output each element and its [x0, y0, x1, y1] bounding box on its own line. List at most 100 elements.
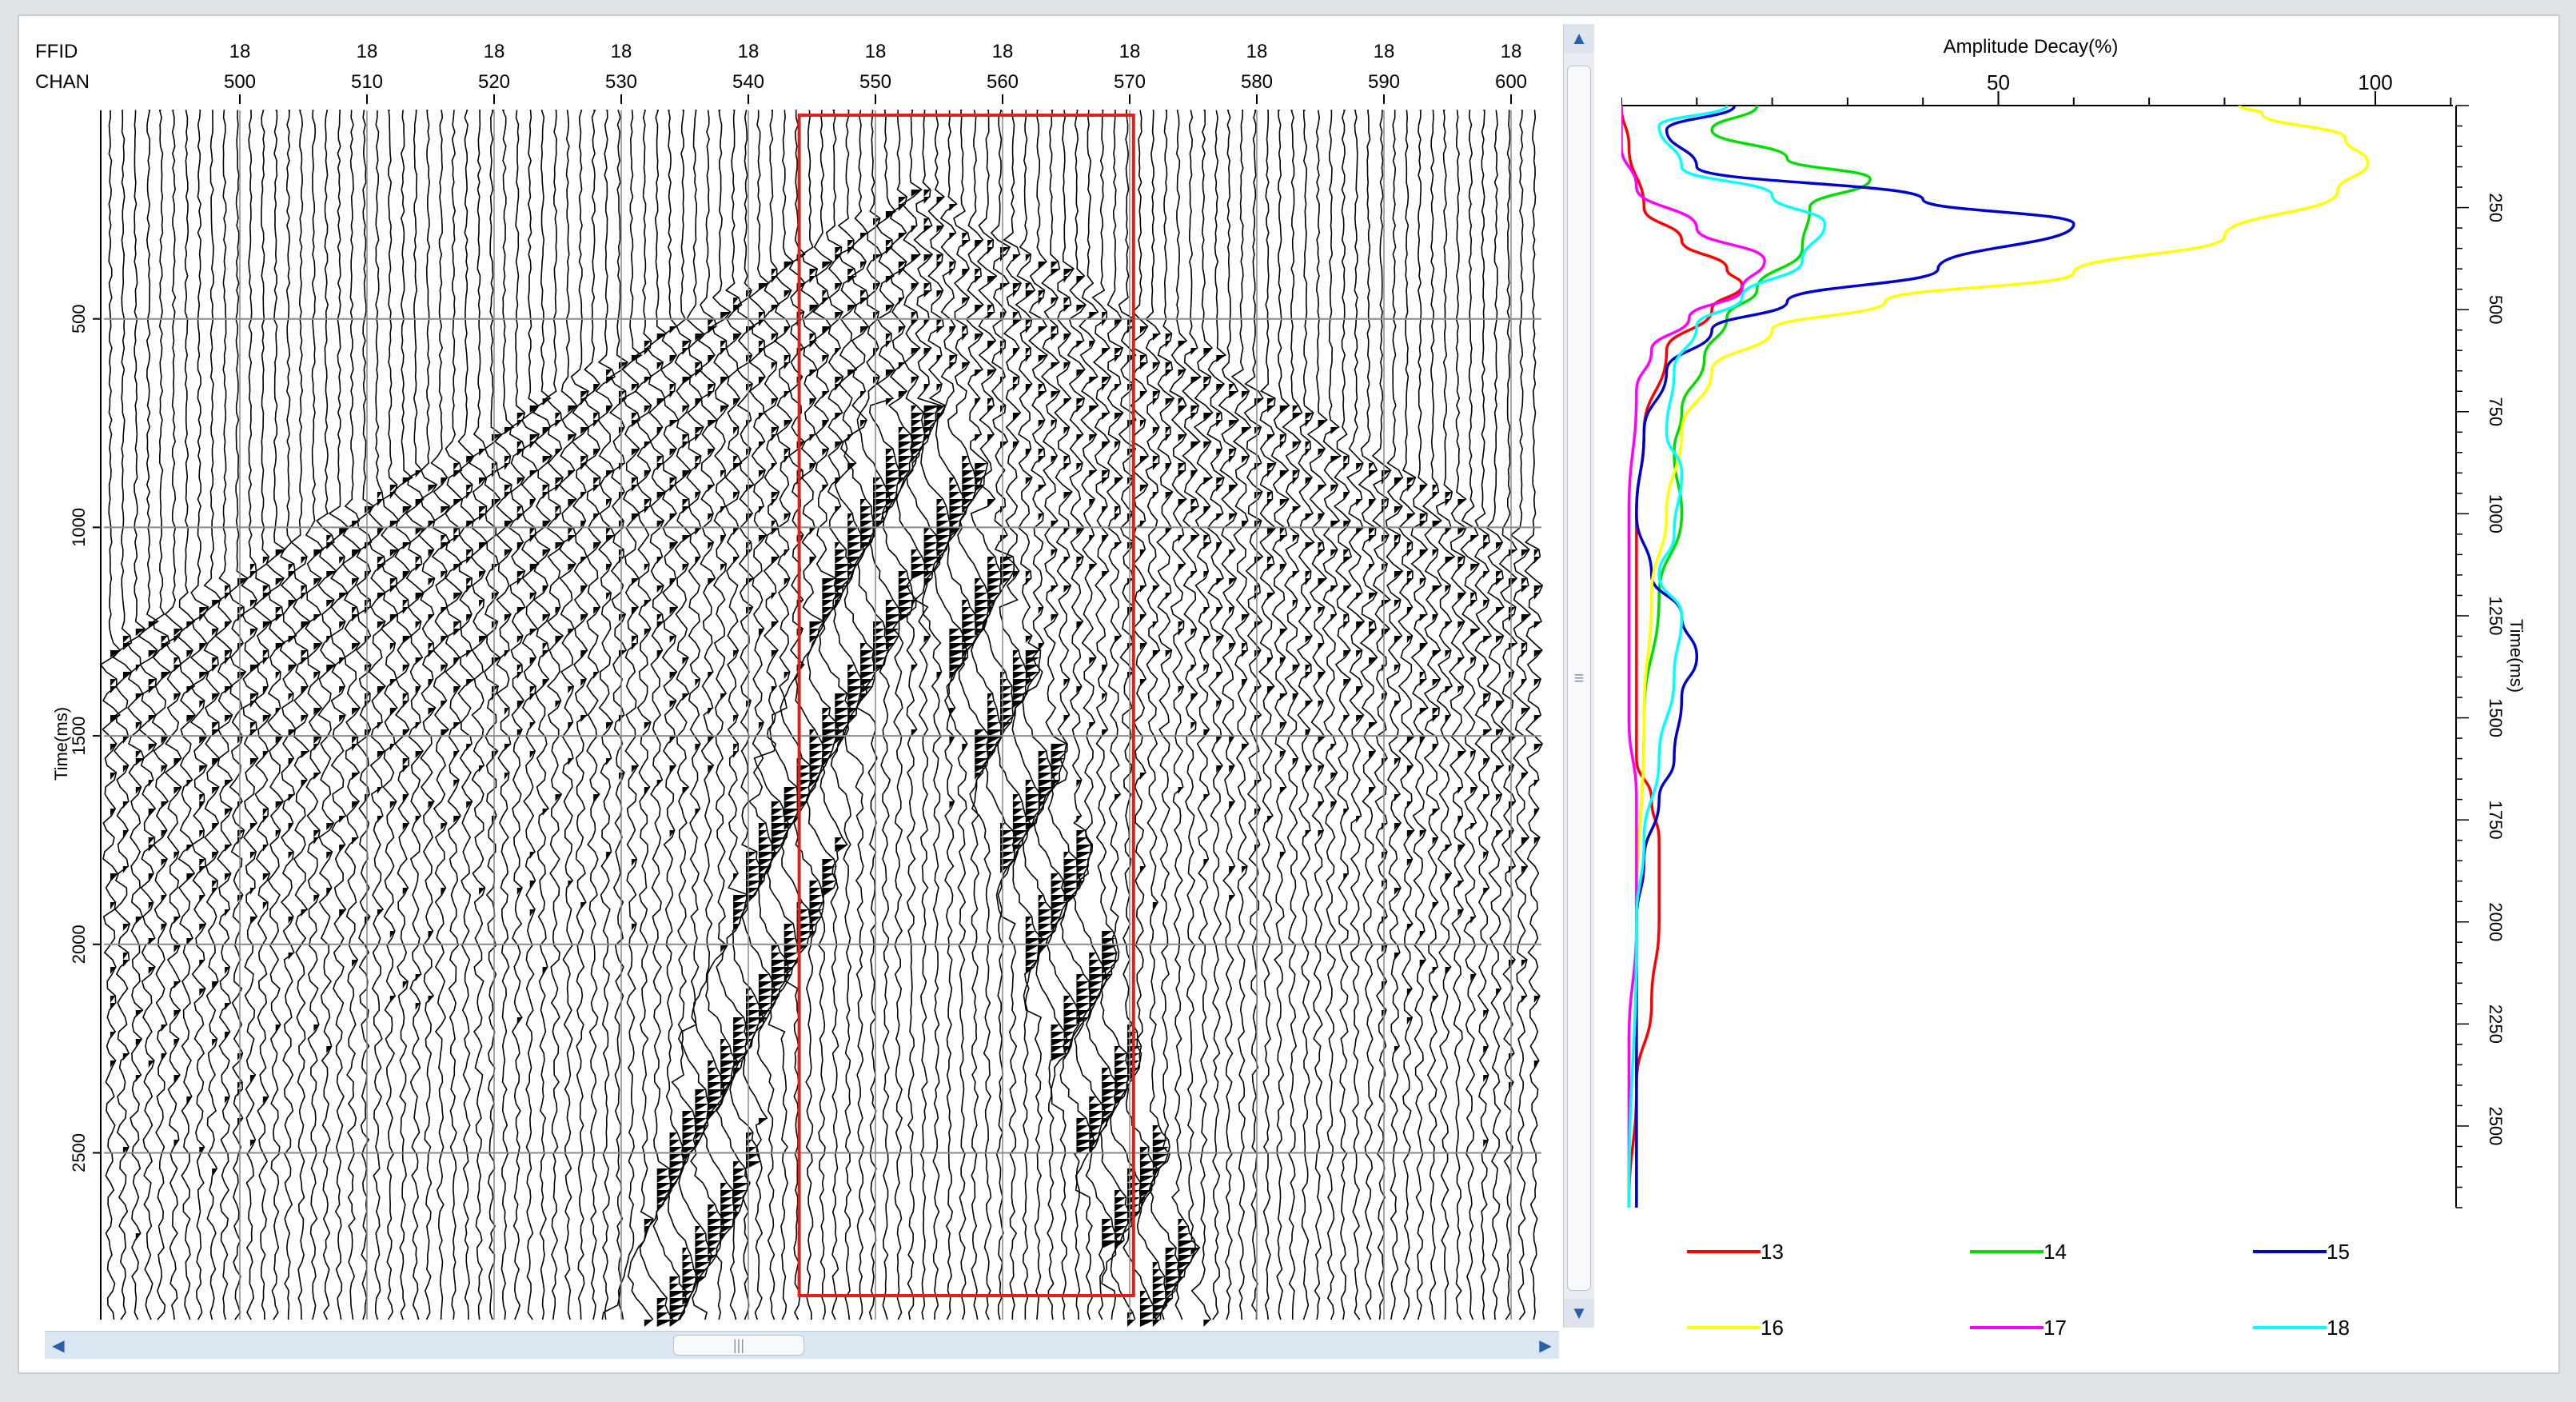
seismic-trace-fill — [1533, 549, 1543, 1068]
seismic-trace — [469, 110, 488, 1320]
seismic-trace — [767, 110, 801, 1320]
seismic-trace-fill — [898, 197, 914, 621]
seismic-trace-fill — [199, 607, 209, 1154]
seismic-trace — [520, 110, 540, 1320]
seismic-trace — [806, 110, 839, 1320]
seismic-trace — [1333, 110, 1353, 1320]
seismic-trace-fill — [504, 427, 514, 780]
seismic-trace — [1346, 110, 1366, 1320]
ffid-tick-label: 18 — [1246, 41, 1268, 62]
seismic-trace-fill — [1457, 499, 1466, 917]
seismic-trace-fill — [682, 341, 698, 1305]
seismic-trace — [241, 110, 261, 1320]
seismic-trace — [1110, 110, 1142, 1320]
seismic-trace — [405, 110, 425, 1320]
seismic-trace-fill — [962, 233, 978, 751]
seismic-trace — [1243, 110, 1264, 1320]
seismic-trace — [668, 110, 699, 1320]
seismic-trace-fill — [1115, 319, 1132, 1248]
seismic-trace-fill — [1509, 549, 1517, 1089]
seismic-trace — [1190, 110, 1214, 1320]
seismic-trace-fill — [1394, 477, 1403, 1053]
seismic-trace-fill — [1254, 398, 1263, 852]
ffid-tick-label: 18 — [357, 41, 378, 62]
seismic-trace-fill — [631, 355, 641, 931]
seismic-trace-fill — [466, 456, 475, 809]
seismic-trace-fill — [402, 477, 413, 989]
seismic-trace-fill — [1406, 477, 1416, 1025]
amplitude-decay-chart: Amplitude Decay(%) 50 100 250 500 750 1000 12… — [1620, 36, 2526, 1340]
seismic-trace — [1011, 110, 1043, 1320]
scroll-right-icon[interactable]: ▶ — [1539, 1336, 1552, 1355]
legend-label-15: 15 — [2327, 1240, 2350, 1264]
seismic-trace — [1322, 110, 1342, 1320]
seismic-trace-fill — [1279, 405, 1290, 859]
seismic-trace-fill — [1012, 254, 1031, 852]
seismic-trace-fill — [555, 413, 564, 801]
seismic-trace-fill — [568, 405, 577, 888]
chan-tick-label: 570 — [1114, 71, 1146, 93]
vertical-scrollbar[interactable]: ▲ ≡ ▼ — [1563, 24, 1594, 1328]
chan-tick-label: 540 — [732, 71, 764, 93]
seismic-trace — [1371, 110, 1392, 1320]
seismic-trace-fill — [1343, 456, 1352, 881]
seismic-trace-fill — [1203, 348, 1213, 1327]
chart-y-tick-label: 1000 — [2486, 494, 2506, 533]
seismic-trace-fill — [1038, 262, 1055, 953]
seismic-trace — [1059, 110, 1095, 1320]
seismic-trace-fill — [644, 341, 653, 1327]
ffid-tick-label: 18 — [738, 41, 760, 62]
seismic-trace — [1296, 110, 1315, 1320]
seismic-trace-fill — [249, 564, 260, 1147]
seismic-trace-fill — [784, 262, 800, 981]
horizontal-scroll-thumb[interactable]: ||| — [673, 1335, 804, 1356]
seismic-trace — [780, 110, 814, 1320]
seismic-trace — [906, 110, 942, 1320]
seismic-panel: FFID CHAN 18 500 18 510 18 520 18 530 18 540 18 550… — [27, 24, 1559, 1328]
seismic-trace — [1473, 110, 1493, 1320]
chan-tick-label: 580 — [1241, 71, 1273, 93]
seismic-trace-fill — [173, 629, 182, 1147]
seismic-trace — [983, 110, 1017, 1320]
seismic-trace-fill — [1445, 492, 1455, 974]
seismic-trace-fill — [326, 535, 337, 1053]
seismic-trace — [677, 110, 712, 1320]
seismic-trace-fill — [212, 600, 221, 1176]
seismic-trace — [493, 110, 515, 1320]
legend-label-17: 17 — [2044, 1316, 2067, 1340]
series-line-17 — [1620, 106, 1766, 1208]
chan-tick-label: 510 — [351, 71, 383, 93]
scroll-left-icon[interactable]: ◀ — [52, 1336, 65, 1355]
seismic-trace — [868, 110, 902, 1320]
seismic-trace — [1149, 110, 1181, 1320]
amplitude-decay-panel: Amplitude Decay(%) 50 100 250 500 750 1000 12… — [1620, 24, 2541, 1360]
ffid-tick-label: 18 — [1374, 41, 1395, 62]
time-tick-label: 2000 — [69, 925, 89, 964]
seismic-trace — [126, 110, 146, 1320]
chart-y-tick-label: 500 — [2486, 295, 2506, 325]
seismic-trace-fill — [809, 269, 824, 938]
chart-y-axis: 250 500 750 1000 1250 1500 1750 2000 2250 2500 — [2455, 105, 2506, 1208]
seismic-trace-fill — [860, 233, 876, 701]
legend-label-14: 14 — [2044, 1240, 2067, 1264]
seismic-trace — [957, 110, 991, 1320]
horizontal-scrollbar[interactable]: ◀ ||| ▶ — [45, 1331, 1559, 1359]
vertical-scroll-thumb[interactable]: ≡ — [1567, 66, 1591, 1291]
seismic-gather: FFID CHAN 18 500 18 510 18 520 18 530 18 540 18 550… — [35, 41, 1544, 1327]
seismic-trace — [583, 110, 602, 1320]
seismic-trace — [855, 110, 891, 1320]
seismic-trace — [729, 110, 764, 1320]
seismic-trace — [380, 110, 401, 1320]
seismic-trace-fill — [1330, 427, 1341, 809]
seismic-trace-fill — [593, 384, 601, 801]
seismic-trace — [793, 110, 825, 1320]
scroll-down-icon[interactable]: ▼ — [1564, 1299, 1594, 1328]
ffid-tick-label: 18 — [611, 41, 632, 62]
seismic-trace — [1218, 110, 1240, 1320]
seismic-trace — [943, 110, 978, 1320]
seismic-ylabel: Time(ms) — [51, 707, 71, 781]
seismic-trace-fill — [1063, 269, 1081, 1053]
seismic-trace — [252, 110, 272, 1320]
scroll-up-icon[interactable]: ▲ — [1564, 24, 1594, 53]
grip-icon: ≡ — [1573, 668, 1585, 688]
